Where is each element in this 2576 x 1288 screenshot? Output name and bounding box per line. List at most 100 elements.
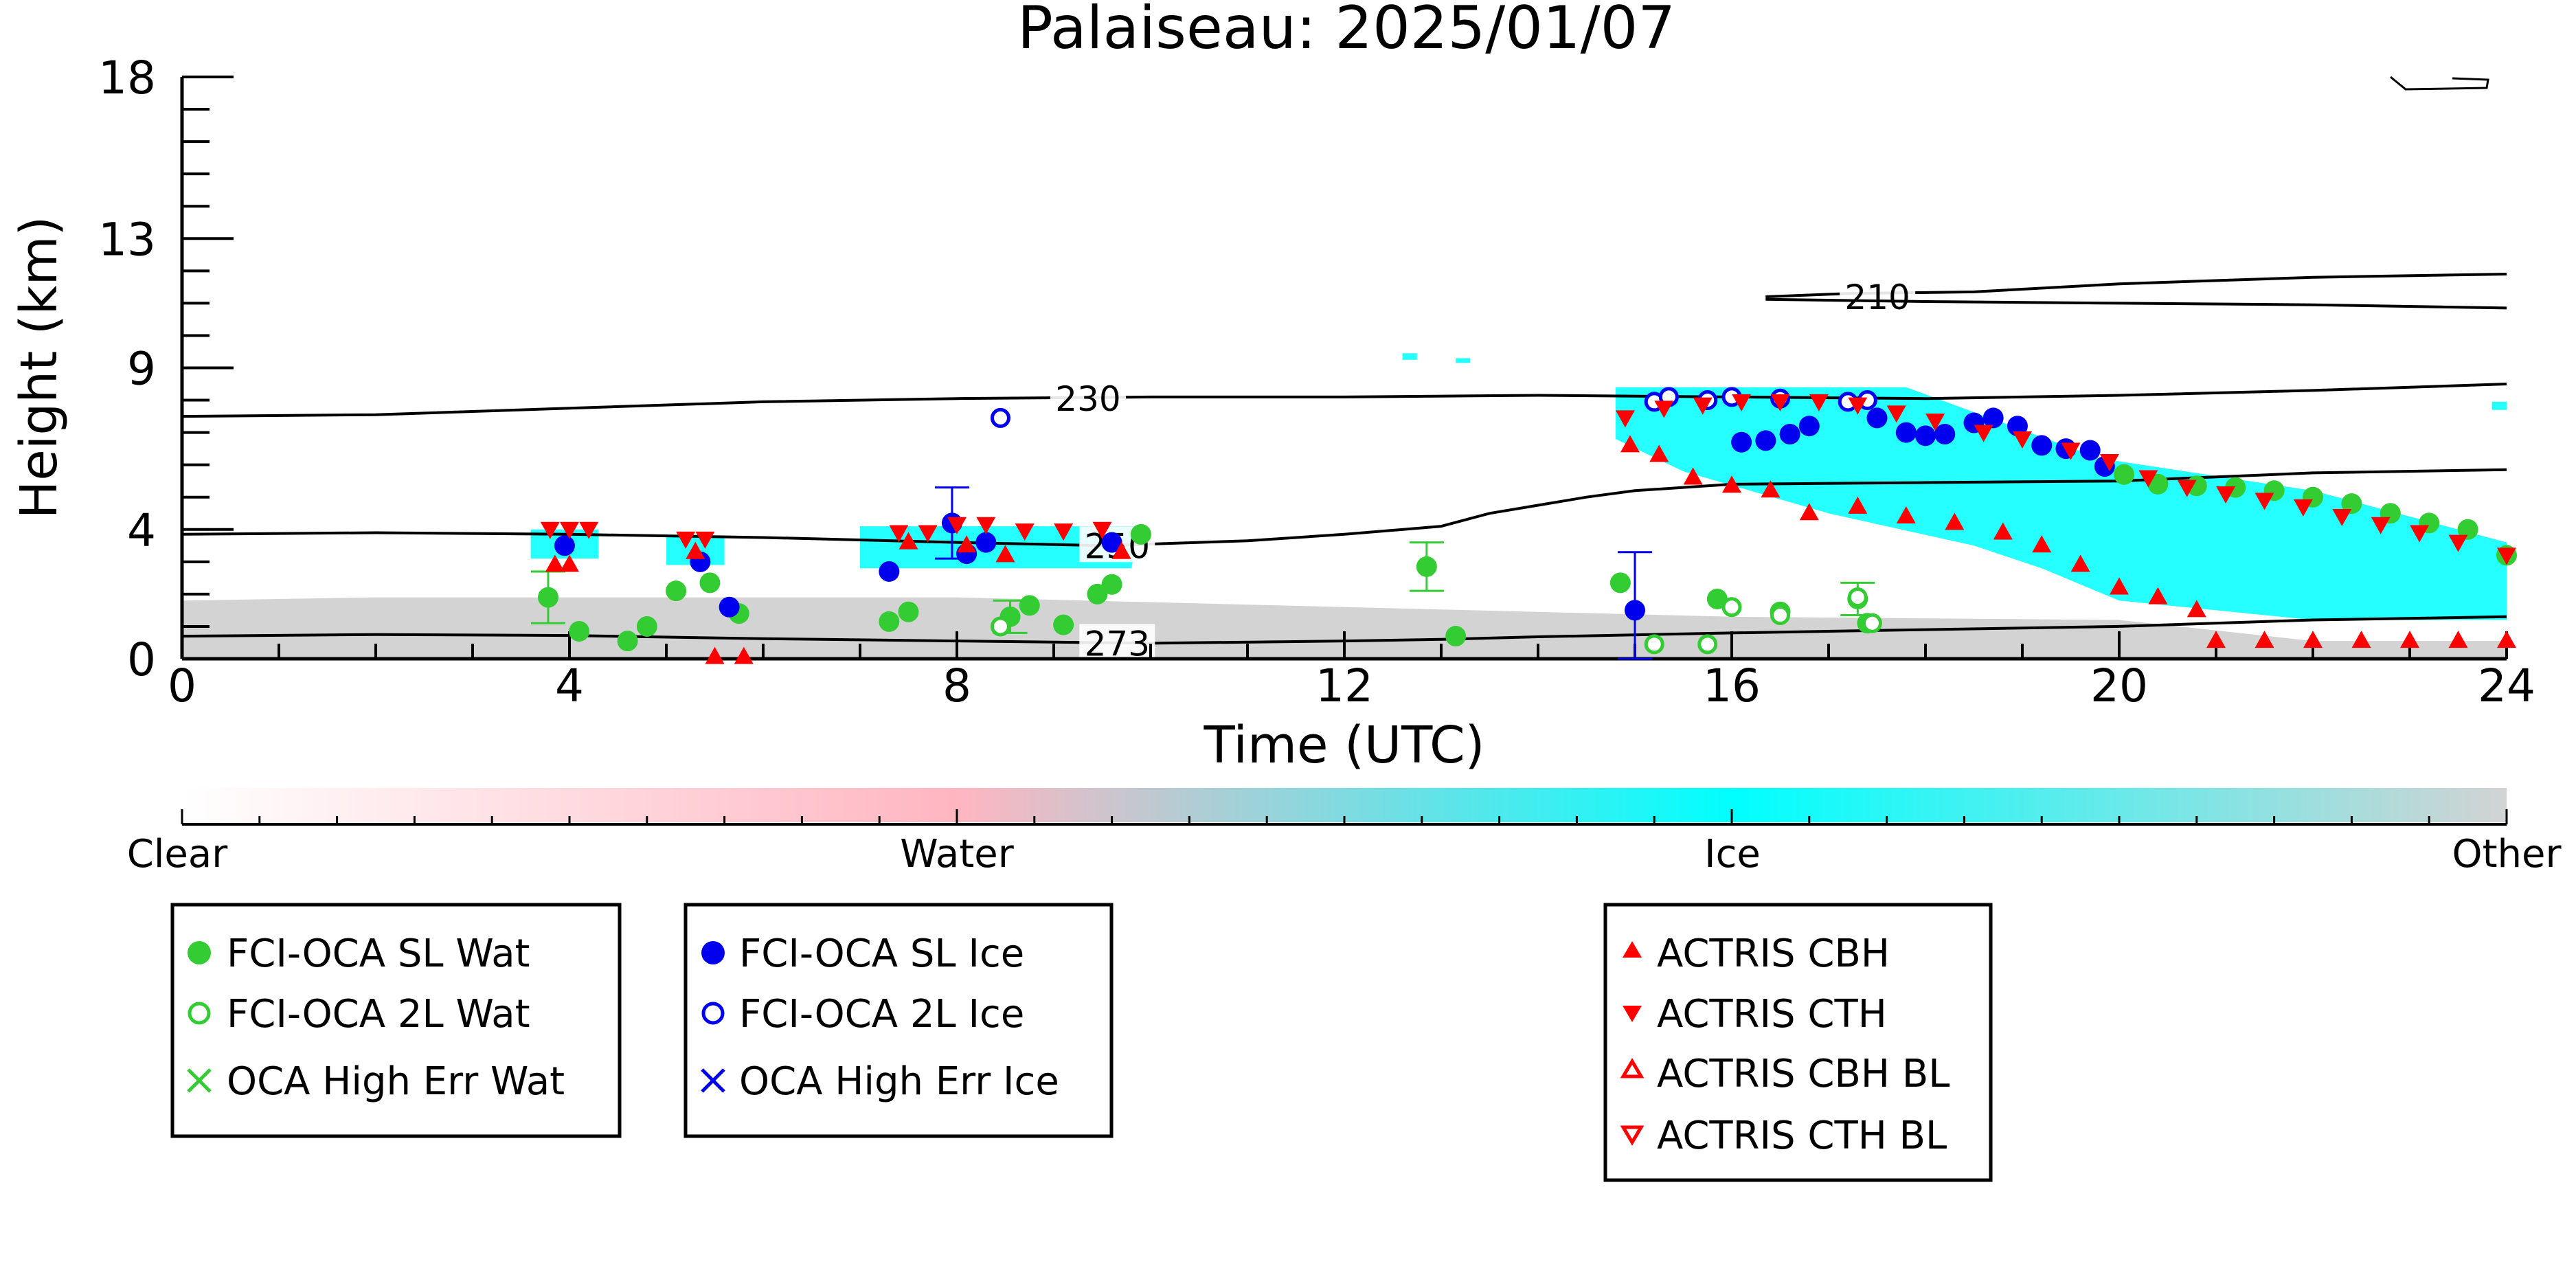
fci-oca-sl-wat-point [537,587,558,608]
actris-cth-point [1092,521,1112,539]
fci-oca-sl-wat-point [1130,523,1151,545]
legend-marker-higherr-ice [701,1068,725,1093]
actris-cth-point [676,531,696,549]
contour-label-bg [1050,379,1126,416]
actris-cth-point [1925,414,1945,431]
actris-cth-point [695,531,715,549]
actris-cth-point [2497,547,2516,565]
legend-marker-cth [1623,1006,1642,1022]
legend-water: FCI-OCA SL Wat FCI-OCA 2L Wat OCA High E… [170,903,622,1138]
actris-cbh-point [1649,444,1669,462]
contour-line [1765,273,2507,298]
phase-colorbar: Clear Water Ice Other [127,788,2562,877]
fci-oca-sl-ice-point [1866,407,1888,429]
fci-oca-sl-wat-point [1445,626,1467,647]
contour-line [181,615,2507,645]
actris-cbh-point [1683,467,1703,485]
actris-cbh-point [1945,512,1965,530]
actris-cth-point [1886,405,1906,423]
legend-label-sl-ice: FCI-OCA SL Ice [739,931,1024,976]
actris-cbh-point [1848,496,1868,514]
actris-cbh-point [686,541,705,559]
actris-cbh-point [957,535,977,553]
contour-line [1765,297,2507,310]
actris-cth-point [1732,394,1752,411]
actris-cbh-point [705,646,725,664]
fci-oca-sl-wat-point [666,580,687,602]
fci-oca-sl-wat-point [617,631,638,652]
actris-cth-point [2099,453,2119,471]
fci-oca-sl-wat-point [569,621,590,642]
contour-label-bg [1840,277,1916,313]
colorbar-label-water: Water [900,832,1015,877]
fci-oca-sl-ice-point [1798,416,1820,437]
legend-label-cbh-bl: ACTRIS CBH BL [1657,1052,1950,1096]
y-tick-label: 9 [127,343,156,396]
fci-oca-sl-ice-point [1779,423,1800,444]
actris-cbh-point [2187,600,2206,618]
fci-oca-sl-ice-point [879,561,900,582]
actris-cbh-point [2110,577,2129,595]
actris-cbh-point [2255,631,2274,648]
actris-cth-point [1974,425,1993,442]
actris-cth-point [2013,431,2032,449]
actris-cbh-point [995,545,1015,563]
legend-marker-2l-wat [188,1002,211,1025]
plot-axes: 0 4 8 12 16 20 24 0 4 9 13 18 [98,52,2535,712]
actris-cbh-point [1761,480,1781,498]
cloud-region-ice [1456,358,1471,363]
fci-oca-2l-wat-point [1697,634,1718,655]
legend-marker-cbh [1623,941,1642,958]
fci-oca-sl-ice-point [2031,435,2053,456]
y-axis-label: Height (km) [10,216,69,519]
fci-oca-sl-wat-point [1019,595,1040,616]
y-tick-label: 18 [98,52,156,104]
legend-ice: FCI-OCA SL Ice FCI-OCA 2L Ice OCA High E… [683,903,1114,1138]
cloud-region-ice [2492,401,2507,410]
legend-actris: ACTRIS CBH ACTRIS CTH ACTRIS CBH BL ACTR… [1603,903,1993,1182]
actris-cbh-point [1896,506,1916,523]
legend-label-cth: ACTRIS CTH [1657,992,1887,1037]
contour-label: 230 [1055,379,1120,419]
fci-oca-sl-wat-point [699,572,721,594]
fci-oca-sl-ice-point [1731,431,1752,453]
legend-marker-cbh-bl [1620,1058,1645,1078]
actris-cth-point [1654,400,1674,418]
fci-oca-sl-wat-point [1087,583,1108,605]
fci-oca-2l-wat-point [1847,587,1868,608]
fci-oca-sl-ice-point [2079,440,2101,461]
fci-oca-sl-ice-point [2007,416,2028,437]
actris-cbh-point [1799,503,1819,521]
actris-cth-point [2216,486,2236,504]
actris-cbh-point [734,646,754,664]
actris-cbh-point [2206,631,2226,648]
actris-cth-point [1693,397,1713,415]
actris-cth-point [889,525,909,543]
actris-cbh-point [2448,631,2468,648]
actris-cth-point [560,521,579,539]
actris-cth-point [947,517,967,534]
actris-cth-point [579,521,599,539]
fci-oca-2l-wat-point [1862,613,1882,633]
fci-oca-sl-wat-point [898,601,919,622]
actris-cth-point [540,521,560,539]
actris-cbh-point [560,554,579,572]
actris-cth-point [2371,517,2391,534]
actris-cbh-point [2148,587,2168,605]
cloud-region-ice [1615,387,2507,620]
cloud-region-ice [1402,353,1417,360]
y-tick-label: 0 [127,633,156,686]
x-axis-label: Time (UTC) [1203,716,1484,775]
cloud-region-other [182,597,2507,659]
fci-oca-sl-wat-point [636,615,657,637]
legend-marker-sl-wat [188,941,211,964]
fci-oca-sl-ice-point [1625,600,1645,621]
actris-cth-point [1615,410,1635,428]
colorbar-label-other: Other [2452,832,2562,877]
fci-oca-sl-ice-point [554,535,575,556]
actris-cbh-point [545,554,565,572]
x-tick-label: 0 [168,659,196,712]
legend-label-higherr-wat: OCA High Err Wat [227,1059,565,1104]
actris-cbh-point [1993,522,2013,540]
